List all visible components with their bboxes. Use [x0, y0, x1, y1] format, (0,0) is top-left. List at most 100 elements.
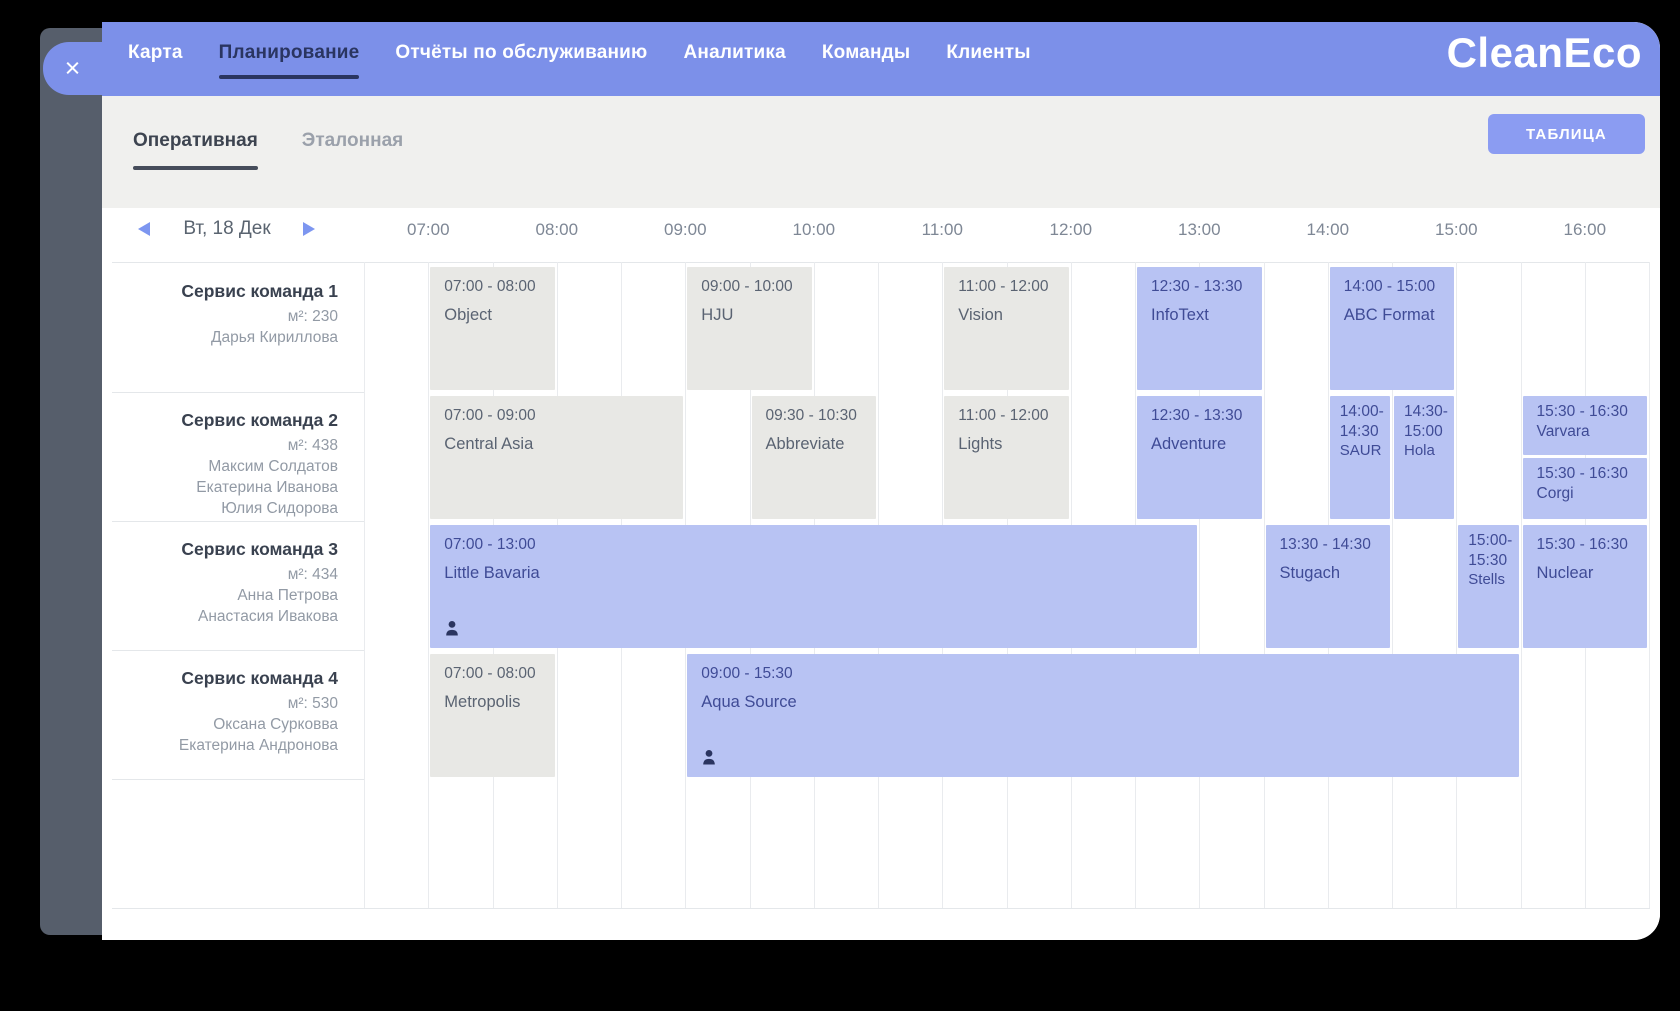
- nav-item-service-reports[interactable]: Отчёты по обслуживанию: [395, 42, 648, 63]
- grid-line: [428, 262, 430, 908]
- hour-label-1200: 12:00: [1049, 220, 1093, 239]
- block-client-name: Hola: [1404, 442, 1435, 459]
- app-logo: CleanEco: [1446, 29, 1642, 76]
- view-tabs-bar: Оперативная Эталонная ТАБЛИЦА: [102, 96, 1660, 208]
- team-label-2: Сервис команда 2 м²: 438 Максим Солдатов Ек…: [102, 410, 354, 519]
- team-member: Юлия Сидорова: [221, 500, 338, 517]
- block-time-range: 07:00 - 08:00: [444, 278, 536, 295]
- block-client-name: Corgi: [1536, 485, 1574, 502]
- schedule-block-vision[interactable]: 11:00 - 12:00 Vision: [944, 267, 1069, 390]
- grid-bottom-line: [112, 908, 1650, 909]
- team-row-separator: [112, 779, 364, 780]
- nav-item-map[interactable]: Карта: [128, 42, 183, 63]
- grid-line: [1199, 262, 1201, 908]
- block-client-name: Object: [444, 306, 492, 324]
- nav-item-clients[interactable]: Клиенты: [946, 42, 1031, 63]
- tab-reference[interactable]: Эталонная: [301, 130, 404, 151]
- schedule-block-corgi[interactable]: 15:30 - 16:30 Corgi: [1522, 458, 1647, 519]
- block-client-name: Vision: [958, 306, 1003, 324]
- block-time-range: 15:30 - 16:30: [1536, 536, 1628, 553]
- block-time-range: 12:30 - 13:30: [1151, 407, 1243, 424]
- nav-items: Карта Планирование Отчёты по обслуживанию А…: [128, 42, 1031, 79]
- block-time-range: 15:30 - 16:30: [1536, 465, 1628, 482]
- block-client-name: Stugach: [1279, 564, 1341, 582]
- schedule-block-lights[interactable]: 11:00 - 12:00 Lights: [944, 396, 1069, 519]
- hour-label-0900: 09:00: [664, 220, 707, 239]
- block-time-range: 07:00 - 13:00: [444, 536, 536, 553]
- tab-operational[interactable]: Оперативная: [133, 130, 258, 170]
- nav-item-planning[interactable]: Планирование: [218, 42, 360, 79]
- person-icon: [701, 749, 717, 766]
- prev-day-arrow-icon[interactable]: [138, 222, 150, 236]
- team-member: Екатерина Иванова: [196, 479, 338, 496]
- team-member: Анна Петрова: [237, 587, 338, 604]
- block-time-range: 15:00- 15:30: [1468, 532, 1513, 569]
- hour-label-1500: 15:00: [1435, 220, 1478, 239]
- block-client-name: Metropolis: [444, 693, 521, 711]
- team-area: м²: 434: [287, 566, 338, 583]
- block-client-name: Aqua Source: [701, 693, 797, 711]
- team-label-4: Сервис команда 4 м²: 530 Оксана Сурковва Ек…: [102, 668, 354, 756]
- block-client-name: Central Asia: [444, 435, 534, 453]
- schedule-block-aqua-source[interactable]: 09:00 - 15:30 Aqua Source: [687, 654, 1519, 777]
- block-time-range: 07:00 - 08:00: [444, 665, 536, 682]
- block-time-range: 14:30- 15:00: [1404, 403, 1448, 440]
- timeline-area: Вт, 18 Дек 07:00 08:00 09:00 10:00 11:00 12:0…: [102, 208, 1660, 940]
- block-time-range: 13:30 - 14:30: [1279, 536, 1371, 553]
- team-area: м²: 438: [287, 437, 338, 454]
- table-view-button[interactable]: ТАБЛИЦА: [1488, 114, 1645, 154]
- schedule-block-hola[interactable]: 14:30- 15:00 Hola: [1394, 396, 1455, 519]
- block-time-range: 11:00 - 12:00: [958, 407, 1049, 424]
- schedule-block-metropolis[interactable]: 07:00 - 08:00 Metropolis: [430, 654, 555, 777]
- block-client-name: Stells: [1468, 571, 1505, 588]
- schedule-block-abc-format[interactable]: 14:00 - 15:00 ABC Format: [1329, 267, 1455, 390]
- hour-label-1000: 10:00: [792, 220, 836, 239]
- grid-line: [364, 262, 365, 908]
- block-client-name: Little Bavaria: [444, 564, 540, 582]
- schedule-block-infotext[interactable]: 12:30 - 13:30 InfoText: [1137, 267, 1262, 390]
- team-member: Оксана Сурковва: [213, 716, 338, 733]
- schedule-block-hju[interactable]: 09:00 - 10:00 HJU: [687, 267, 812, 390]
- schedule-block-stells[interactable]: 15:00- 15:30 Stells: [1458, 525, 1519, 648]
- nav-item-analytics[interactable]: Аналитика: [683, 42, 786, 63]
- close-button[interactable]: ×: [43, 42, 102, 95]
- block-client-name: SAUR: [1339, 442, 1382, 459]
- main-card: Карта Планирование Отчёты по обслуживанию А…: [102, 22, 1660, 940]
- schedule-block-adventure[interactable]: 12:30 - 13:30 Adventure: [1137, 396, 1262, 519]
- schedule-block-central-asia[interactable]: 07:00 - 09:00 Central Asia: [430, 396, 684, 519]
- block-client-name: HJU: [701, 306, 734, 324]
- grid-line: [1263, 262, 1265, 908]
- schedule-block-nuclear[interactable]: 15:30 - 16:30 Nuclear: [1522, 525, 1647, 648]
- schedule-block-little-bavaria[interactable]: 07:00 - 13:00 Little Bavaria: [430, 525, 1198, 648]
- team-row-separator: [112, 392, 364, 393]
- hour-label-1300: 13:00: [1178, 220, 1221, 239]
- block-client-name: InfoText: [1151, 306, 1209, 324]
- team-row-separator: [112, 650, 364, 651]
- hour-label-0800: 08:00: [535, 220, 579, 239]
- schedule-block-stugach[interactable]: 13:30 - 14:30 Stugach: [1265, 525, 1390, 648]
- grid-line: [1456, 262, 1458, 908]
- team-member: Екатерина Андронова: [178, 737, 338, 754]
- block-time-range: 15:30 - 16:30: [1536, 403, 1628, 420]
- block-time-range: 12:30 - 13:30: [1151, 278, 1243, 295]
- grid-line: [1649, 262, 1650, 908]
- next-day-arrow-icon[interactable]: [303, 222, 315, 236]
- person-icon: [444, 620, 460, 637]
- block-time-range: 09:30 - 10:30: [765, 407, 857, 424]
- hour-label-0700: 07:00: [407, 220, 450, 239]
- team-area: м²: 530: [287, 695, 338, 712]
- team-row-separator: [112, 521, 364, 522]
- block-time-range: 11:00 - 12:00: [958, 278, 1049, 295]
- hour-label-1600: 16:00: [1563, 220, 1607, 239]
- block-time-range: 09:00 - 10:00: [701, 278, 793, 295]
- team-area: м²: 230: [287, 308, 338, 325]
- block-time-range: 07:00 - 09:00: [444, 407, 536, 424]
- nav-item-teams[interactable]: Команды: [821, 42, 911, 63]
- schedule-block-abbreviate[interactable]: 09:30 - 10:30 Abbreviate: [751, 396, 876, 519]
- team-name: Сервис команда 1: [181, 281, 338, 301]
- grid-header-line: [112, 262, 1650, 263]
- schedule-block-varvara[interactable]: 15:30 - 16:30 Varvara: [1522, 396, 1647, 455]
- schedule-block-saur[interactable]: 14:00- 14:30 SAUR: [1329, 396, 1391, 519]
- schedule-block-object[interactable]: 07:00 - 08:00 Object: [430, 267, 555, 390]
